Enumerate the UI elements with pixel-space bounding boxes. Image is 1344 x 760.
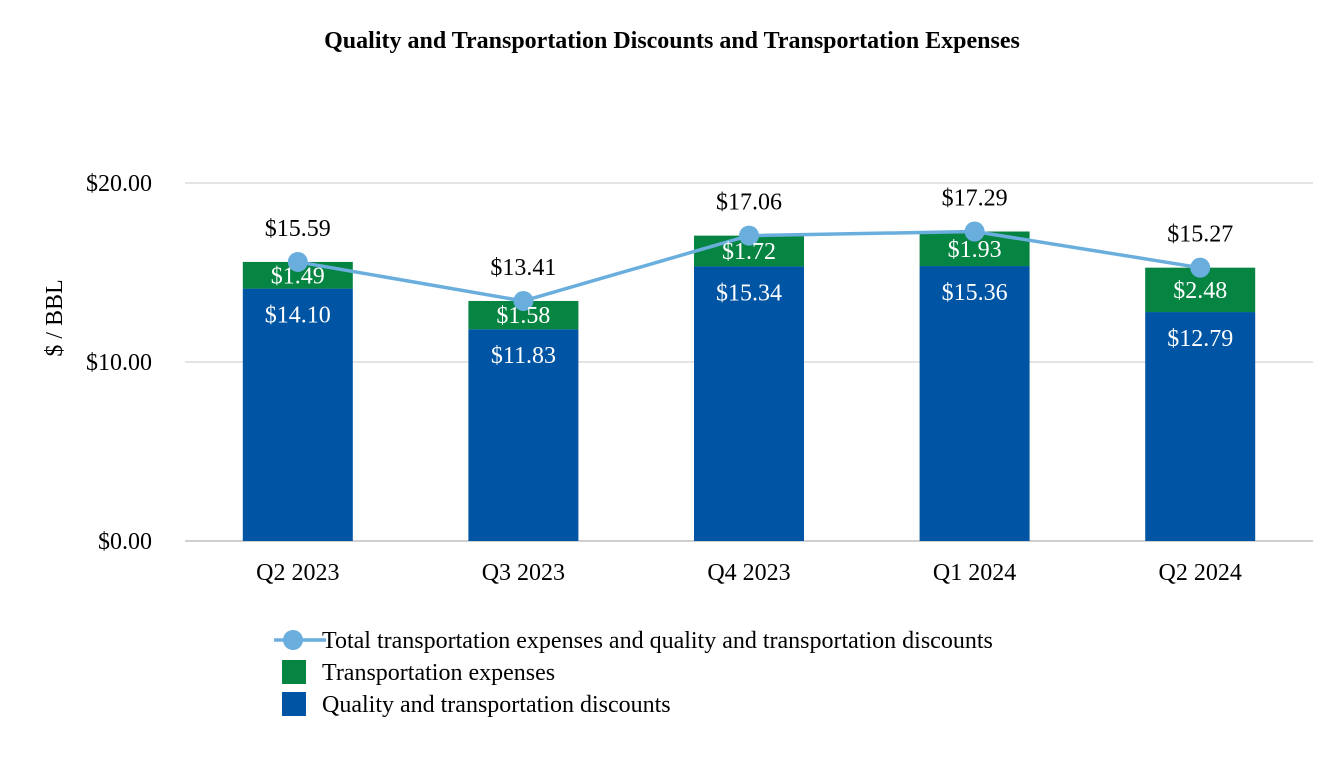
total-line-point	[739, 225, 759, 246]
data-label-quality-discounts: $14.10	[265, 303, 331, 329]
bar-quality-discounts	[468, 329, 579, 541]
y-axis-label: $ / BBL	[42, 279, 68, 356]
y-tick-label: $10.00	[86, 350, 152, 376]
legend-swatch	[282, 660, 306, 684]
y-tick-label: $20.00	[86, 171, 152, 197]
data-label-total: $13.41	[490, 255, 556, 281]
data-label-transportation-expenses: $2.48	[1173, 278, 1227, 304]
data-label-quality-discounts: $12.79	[1167, 326, 1233, 352]
x-tick-label: Q1 2024	[933, 560, 1016, 586]
data-label-transportation-expenses: $1.58	[496, 303, 550, 329]
bar-quality-discounts	[1145, 312, 1256, 541]
x-axis-ticks: Q2 2023 Q3 2023 Q4 2023 Q1 2024 Q2 2024	[256, 560, 1242, 586]
legend-label: Total transportation expenses and qualit…	[322, 628, 993, 654]
x-tick-label: Q3 2023	[482, 560, 565, 586]
data-label-quality-discounts: $11.83	[491, 343, 556, 369]
y-axis-ticks: $0.00 $10.00 $20.00	[86, 171, 152, 555]
legend-label: Transportation expenses	[322, 660, 555, 686]
total-line-series	[287, 221, 1211, 311]
legend-swatch	[282, 692, 306, 716]
data-label-total: $17.06	[716, 190, 782, 216]
x-tick-label: Q2 2023	[256, 560, 339, 586]
data-label-total: $15.59	[265, 216, 331, 242]
data-label-transportation-expenses: $1.49	[271, 263, 325, 289]
legend: Total transportation expenses and qualit…	[274, 628, 993, 718]
legend-label: Quality and transportation discounts	[322, 692, 671, 718]
total-line-point	[964, 221, 985, 242]
data-label-transportation-expenses: $1.72	[722, 239, 776, 265]
data-label-transportation-expenses: $1.93	[948, 237, 1002, 263]
y-tick-label: $0.00	[98, 529, 152, 555]
data-label-total: $15.27	[1167, 222, 1233, 248]
data-label-quality-discounts: $15.36	[942, 280, 1008, 306]
bar-quality-discounts	[242, 288, 353, 541]
data-labels: $14.10 $1.49 $11.83 $1.58 $15.34 $1.72 $15.36 $…	[265, 186, 1233, 370]
legend-marker-symbol	[283, 630, 303, 650]
total-line-point	[287, 251, 308, 272]
bar-quality-discounts	[919, 266, 1030, 541]
bars	[242, 231, 1256, 541]
x-tick-label: Q4 2023	[707, 560, 790, 586]
data-label-quality-discounts: $15.34	[716, 280, 782, 306]
total-line-point	[1190, 257, 1211, 278]
bar-quality-discounts	[694, 266, 804, 541]
data-label-total: $17.29	[942, 186, 1008, 212]
total-line-point	[513, 290, 534, 311]
x-tick-label: Q2 2024	[1159, 560, 1242, 586]
chart-title: Quality and Transportation Discounts and…	[324, 28, 1020, 54]
